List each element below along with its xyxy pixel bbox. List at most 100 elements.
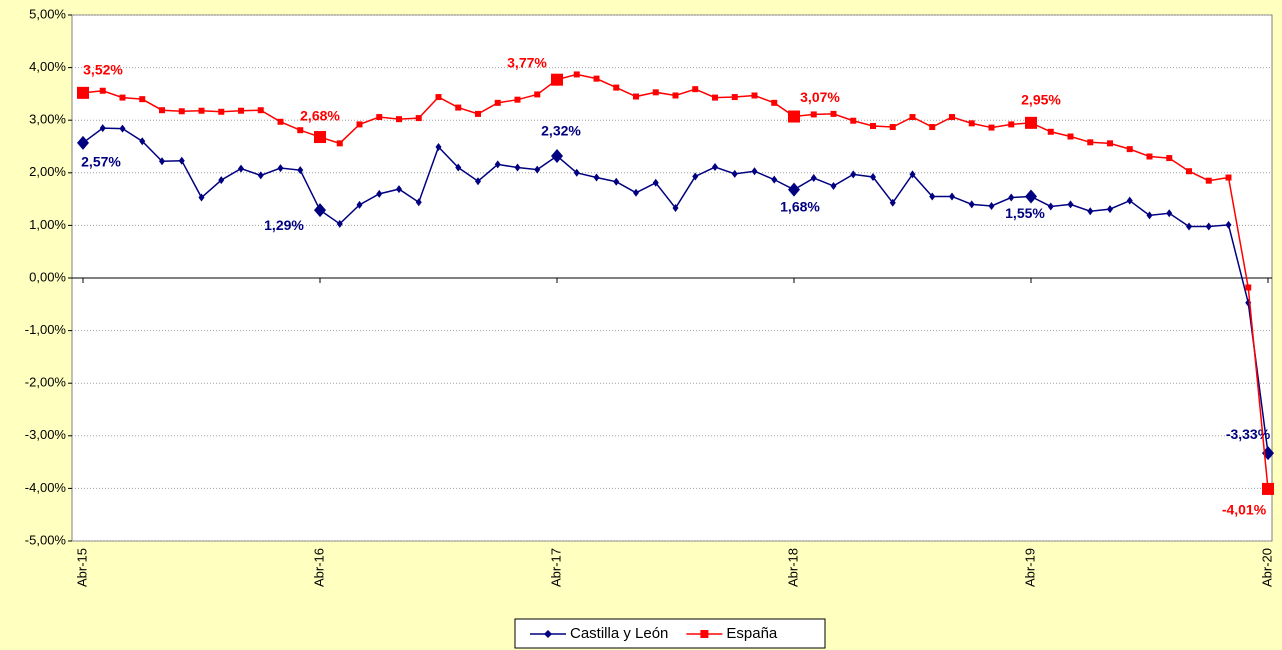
point xyxy=(238,164,244,173)
legend-label: España xyxy=(726,625,778,642)
point xyxy=(988,124,995,131)
x-tick-label: Abr-18 xyxy=(785,548,800,587)
point xyxy=(771,99,778,106)
point xyxy=(593,75,600,82)
point xyxy=(909,170,916,179)
point xyxy=(633,93,639,100)
point xyxy=(455,104,462,111)
point xyxy=(159,107,165,114)
point xyxy=(218,176,225,185)
point xyxy=(712,163,718,172)
y-tick-label: 3,00% xyxy=(29,112,66,127)
point xyxy=(1126,196,1133,205)
point xyxy=(455,163,462,172)
data-label: 3,77% xyxy=(507,54,547,70)
point xyxy=(1107,205,1113,214)
point xyxy=(1008,193,1015,202)
point xyxy=(514,96,521,103)
point xyxy=(1245,284,1252,291)
point xyxy=(810,111,817,118)
point xyxy=(336,140,343,147)
y-tick-label: -1,00% xyxy=(25,322,67,337)
point xyxy=(573,71,580,78)
point xyxy=(178,108,185,115)
point xyxy=(99,124,106,133)
point xyxy=(870,122,876,129)
point xyxy=(613,177,620,186)
point xyxy=(1225,220,1232,229)
point xyxy=(257,171,264,180)
point xyxy=(652,89,659,96)
point xyxy=(415,198,422,207)
point xyxy=(475,110,481,117)
point xyxy=(692,172,699,181)
point xyxy=(475,177,481,186)
point xyxy=(929,192,936,201)
point xyxy=(949,192,955,201)
point xyxy=(1025,189,1037,204)
legend: Castilla y León España xyxy=(514,618,826,649)
y-tick-label: -5,00% xyxy=(25,532,67,547)
y-tick-label: 4,00% xyxy=(29,59,66,74)
y-tick-label: 1,00% xyxy=(29,217,66,232)
point xyxy=(850,170,857,179)
data-label: 2,68% xyxy=(300,108,340,124)
point xyxy=(435,94,442,101)
point xyxy=(1146,211,1153,220)
point xyxy=(1087,139,1094,146)
point xyxy=(376,114,383,121)
y-tick-label: 0,00% xyxy=(29,269,66,284)
point xyxy=(99,87,106,94)
data-label: -3,33% xyxy=(1226,426,1271,442)
point xyxy=(573,168,580,177)
point xyxy=(1025,116,1037,129)
point xyxy=(77,86,89,99)
data-label: 2,32% xyxy=(541,123,581,139)
point xyxy=(1166,155,1173,162)
legend-box xyxy=(514,618,826,649)
point xyxy=(297,127,304,134)
point xyxy=(870,173,876,182)
point xyxy=(297,166,304,175)
x-tick-label: Abr-17 xyxy=(548,548,563,587)
point xyxy=(830,181,837,190)
point xyxy=(968,200,975,209)
point xyxy=(356,121,363,128)
point xyxy=(593,173,600,182)
data-label: 3,52% xyxy=(83,62,123,78)
point xyxy=(1067,200,1074,209)
point xyxy=(788,182,800,197)
point xyxy=(988,201,995,210)
point xyxy=(494,160,501,169)
point xyxy=(551,148,563,163)
point xyxy=(415,115,422,122)
x-tick-label: Abr-15 xyxy=(74,548,89,587)
point xyxy=(613,84,620,91)
point xyxy=(1186,222,1192,231)
point xyxy=(238,107,244,114)
point xyxy=(1146,153,1153,160)
point xyxy=(850,117,857,124)
point xyxy=(1087,207,1094,216)
point xyxy=(692,86,699,93)
point xyxy=(909,114,916,121)
point xyxy=(731,94,738,101)
point xyxy=(751,92,758,99)
data-label: 3,07% xyxy=(800,89,840,105)
point xyxy=(435,143,442,152)
point xyxy=(889,198,896,207)
point xyxy=(830,110,837,117)
point xyxy=(672,92,679,99)
point xyxy=(788,110,800,123)
point xyxy=(139,96,146,103)
legend-label: Castilla y León xyxy=(570,625,668,642)
point xyxy=(949,114,955,121)
point xyxy=(159,157,165,166)
point xyxy=(119,94,126,101)
legend-marker xyxy=(700,630,709,638)
point xyxy=(1047,128,1054,135)
point xyxy=(1008,121,1015,128)
x-tick-label: Abr-20 xyxy=(1259,548,1274,587)
point xyxy=(119,124,126,133)
data-label: -4,01% xyxy=(1222,502,1267,518)
